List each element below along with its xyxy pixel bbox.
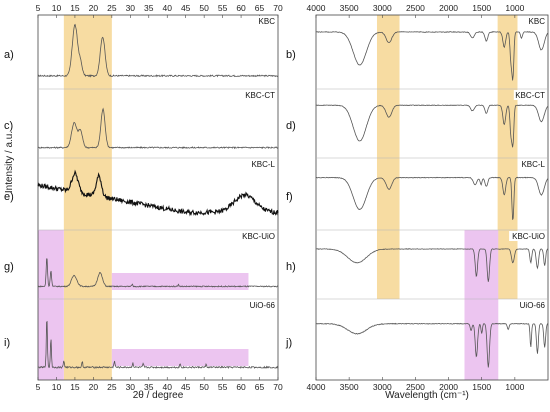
highlight-band-2 <box>464 230 499 380</box>
panel-label: c) <box>4 120 13 132</box>
sample-tag-box <box>513 90 547 100</box>
x-tick-label-top: 30 <box>126 3 136 13</box>
panel-label: f) <box>286 191 293 203</box>
series-line-KBC-CT <box>315 104 549 148</box>
x-tick-label: 45 <box>181 382 191 392</box>
highlight-band-lower-0 <box>111 273 249 290</box>
x-tick-label: 20 <box>89 382 99 392</box>
x-tick-label: 35 <box>144 382 154 392</box>
highlight-band-1 <box>497 15 518 299</box>
x-tick-label-top: 3500 <box>340 3 359 13</box>
plot-frame <box>315 14 549 381</box>
sample-tag: KBC-CT <box>515 91 545 100</box>
sample-tag: KBC <box>259 17 276 26</box>
series-line-UiO-66 <box>37 320 279 370</box>
x-axis-title-ftir: Wavelength (cm⁻¹) <box>385 390 469 401</box>
x-tick-label: 3000 <box>373 382 392 392</box>
x-tick-label-top: 1000 <box>505 3 524 13</box>
sample-tag: KBC-UiO <box>242 232 275 241</box>
highlight-band-1 <box>38 230 64 380</box>
x-tick-label-top: 35 <box>144 3 154 13</box>
series-line-KBC <box>38 23 279 78</box>
x-tick-label-top: 2500 <box>406 3 425 13</box>
panel-label: e) <box>4 191 14 203</box>
panel-label: a) <box>4 49 14 61</box>
x-tick-label-top: 3000 <box>373 3 392 13</box>
sample-tag-box <box>239 231 277 241</box>
x-tick-label: 30 <box>126 382 136 392</box>
x-tick-label-top: 50 <box>199 3 209 13</box>
xrd-chart: 5510101515202025253030353540404545505055… <box>4 3 283 392</box>
panel-label: j) <box>285 337 292 349</box>
x-axis-title-xrd: 2θ / degree <box>133 390 184 401</box>
x-tick-label-top: 40 <box>162 3 172 13</box>
series-line-KBC-L <box>37 169 279 217</box>
x-tick-label-top: 45 <box>181 3 191 13</box>
x-tick-label-top: 5 <box>36 3 41 13</box>
x-tick-label: 10 <box>52 382 62 392</box>
sample-tag: KBC-UiO <box>512 232 545 241</box>
highlight-band-lower-1 <box>111 349 249 366</box>
ftir-chart: 4000 4000 3500 3500 3000 3000 2500 2500 2000 2000… <box>285 3 549 392</box>
x-tick-label: 40 <box>162 382 172 392</box>
x-tick-label-top: 65 <box>255 3 265 13</box>
x-tick-label: 25 <box>107 382 117 392</box>
x-tick-label: 65 <box>255 382 265 392</box>
x-tick-label-top: 20 <box>89 3 99 13</box>
series-line-KBC <box>316 31 549 81</box>
series-line-UiO-66 <box>315 322 549 368</box>
x-tick-label-top: 1500 <box>472 3 491 13</box>
panel-label: i) <box>4 337 10 349</box>
x-tick-label: 2500 <box>406 382 425 392</box>
highlight-band-0 <box>376 15 400 299</box>
x-tick-label: 50 <box>199 382 209 392</box>
x-tick-label-top: 25 <box>107 3 117 13</box>
sample-tag: UiO-66 <box>520 301 546 310</box>
sample-tag: KBC-CT <box>245 91 275 100</box>
series-line-KBC-UiO <box>315 248 549 282</box>
panel-label: g) <box>4 261 14 273</box>
sample-tag: UiO-66 <box>250 301 276 310</box>
x-tick-label-top: 70 <box>273 3 283 13</box>
x-tick-label: 1500 <box>472 382 491 392</box>
sample-tag: KBC-L <box>521 160 545 169</box>
sample-tag-box <box>513 300 547 310</box>
x-tick-label: 5 <box>36 382 41 392</box>
highlight-band-0 <box>63 15 112 380</box>
x-tick-label-top: 4000 <box>307 3 326 13</box>
x-tick-label-top: 55 <box>218 3 228 13</box>
panel-label: d) <box>286 120 296 132</box>
sample-tag: KBC <box>529 17 546 26</box>
panel-label: b) <box>286 49 296 61</box>
x-tick-label: 3500 <box>340 382 359 392</box>
sample-tag-box <box>257 16 277 26</box>
x-tick-label-top: 15 <box>70 3 80 13</box>
sample-tag-box <box>518 159 547 169</box>
x-tick-label: 60 <box>236 382 246 392</box>
x-tick-label: 1000 <box>505 382 524 392</box>
plot-frame <box>37 14 279 381</box>
x-tick-label-top: 10 <box>52 3 62 13</box>
x-tick-label: 70 <box>273 382 283 392</box>
x-tick-label: 4000 <box>307 382 326 392</box>
x-tick-label-top: 2000 <box>439 3 458 13</box>
sample-tag: KBC-L <box>251 160 275 169</box>
x-tick-label: 55 <box>218 382 228 392</box>
sample-tag-box <box>509 231 547 241</box>
panel-label: h) <box>286 261 296 273</box>
y-axis-title: Intensity / a.u. <box>4 131 15 193</box>
series-line-KBC-L <box>315 176 549 220</box>
sample-tag-box <box>243 300 277 310</box>
series-line-KBC-UiO <box>37 258 279 288</box>
sample-tag-box <box>248 159 277 169</box>
sample-tag-box <box>243 90 277 100</box>
series-line-KBC-CT <box>37 107 279 150</box>
x-tick-label: 15 <box>70 382 80 392</box>
sample-tag-box <box>527 16 547 26</box>
x-tick-label: 2000 <box>439 382 458 392</box>
x-tick-label-top: 60 <box>236 3 246 13</box>
